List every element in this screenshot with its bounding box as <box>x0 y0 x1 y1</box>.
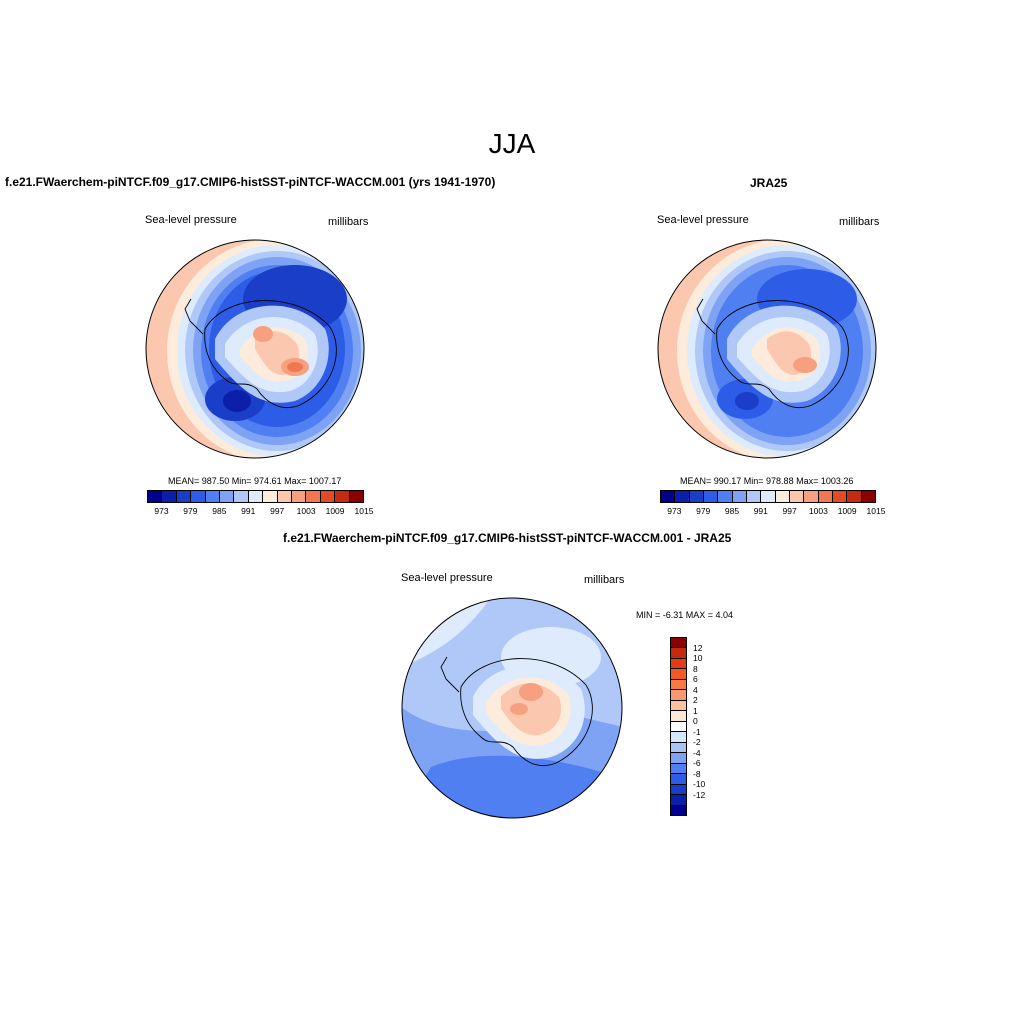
diff-colorbar-swatch <box>671 648 686 659</box>
model-colorbar-tick-label: 1015 <box>354 506 374 516</box>
diff-colorbar-tick-label: 6 <box>693 674 698 685</box>
diff-colorbar-tick-label: 0 <box>693 716 698 727</box>
obs-colorbar-tick-label: 985 <box>724 506 740 516</box>
obs-colorbar-swatch <box>661 491 676 502</box>
diff-colorbar-swatch <box>671 732 686 743</box>
obs-colorbar-tick-label: 1009 <box>837 506 857 516</box>
model-colorbar-tick-label: 1003 <box>296 506 316 516</box>
diff-colorbar-tick-label: -4 <box>693 747 701 758</box>
diff-colorbar-swatch <box>671 742 686 754</box>
diff-colorbar-tick-label: 2 <box>693 695 698 706</box>
diff-colorbar-tick-label: -2 <box>693 737 701 748</box>
obs-colorbar-swatch <box>703 491 719 502</box>
diff-colorbar-swatch <box>671 753 686 764</box>
obs-colorbar-swatch <box>689 491 704 502</box>
model-colorbar-swatch <box>292 491 307 502</box>
model-panel-title: f.e21.FWaerchem-piNTCF.f09_g17.CMIP6-his… <box>5 175 496 189</box>
diff-colorbar <box>670 637 687 816</box>
obs-colorbar-swatch <box>775 491 790 502</box>
diff-colorbar-tick-label: -8 <box>693 768 701 779</box>
diff-colorbar-tick-label: 10 <box>693 653 703 664</box>
model-colorbar-tick-label: 973 <box>154 506 169 516</box>
model-colorbar-tick-label: 1009 <box>325 506 345 516</box>
diff-panel-title: f.e21.FWaerchem-piNTCF.f09_g17.CMIP6-his… <box>283 531 732 545</box>
diff-colorbar-swatch <box>671 784 686 796</box>
diff-colorbar-swatch <box>671 638 686 649</box>
model-colorbar-swatch <box>205 491 221 502</box>
diff-variable-label: Sea-level pressure <box>401 572 493 584</box>
obs-colorbar-swatch <box>732 491 747 502</box>
model-colorbar <box>147 490 364 503</box>
obs-colorbar-swatch <box>761 491 776 502</box>
diff-colorbar-tick-label: -10 <box>693 779 706 790</box>
obs-polar-map <box>657 239 877 459</box>
model-colorbar-swatch <box>191 491 206 502</box>
diff-colorbar-swatch <box>671 658 686 670</box>
model-colorbar-swatch <box>320 491 336 502</box>
obs-colorbar-swatch <box>804 491 819 502</box>
obs-colorbar-swatch <box>718 491 733 502</box>
model-colorbar-tick-label: 985 <box>212 506 227 516</box>
obs-colorbar <box>660 490 876 503</box>
diff-minmax-label: MIN = -6.31 MAX = 4.04 <box>636 610 734 620</box>
obs-colorbar-swatch <box>675 491 690 502</box>
model-colorbar-swatch <box>306 491 321 502</box>
model-colorbar-swatch <box>176 491 192 502</box>
diff-colorbar-swatch <box>671 805 686 815</box>
diff-colorbar-swatch <box>671 774 686 785</box>
diff-colorbar-swatch <box>671 795 686 806</box>
diff-colorbar-swatch <box>671 721 686 733</box>
obs-colorbar-tick-label: 973 <box>667 506 682 516</box>
main-title: JJA <box>488 128 536 159</box>
model-colorbar-tick-label: 991 <box>241 506 256 516</box>
obs-stats-label: MEAN= 990.17 Min= 978.88 Max= 1003.26 <box>680 476 854 486</box>
diff-colorbar-swatch <box>671 700 686 712</box>
diff-colorbar-tick-label: 8 <box>693 663 698 674</box>
obs-colorbar-swatch <box>789 491 805 502</box>
obs-colorbar-tick-label: 979 <box>696 506 711 516</box>
model-colorbar-swatch <box>263 491 278 502</box>
obs-panel-title: JRA25 <box>750 176 788 190</box>
diff-colorbar-tick-label: 4 <box>693 684 698 695</box>
model-polar-map <box>145 239 365 459</box>
obs-units-label: millibars <box>839 216 880 228</box>
obs-colorbar-tick-label: 997 <box>782 506 797 516</box>
model-colorbar-swatch <box>335 491 350 502</box>
diff-colorbar-tick-label: -1 <box>693 726 701 737</box>
diff-units-label: millibars <box>584 574 625 586</box>
obs-colorbar-swatch <box>818 491 833 502</box>
model-colorbar-swatch <box>162 491 177 502</box>
obs-colorbar-swatch <box>847 491 862 502</box>
model-colorbar-swatch <box>220 491 235 502</box>
diff-polar-map <box>401 597 623 819</box>
diff-colorbar-tick-label: -12 <box>693 789 706 800</box>
diff-colorbar-swatch <box>671 690 686 701</box>
model-colorbar-tick-label: 997 <box>270 506 285 516</box>
obs-colorbar-tick-label: 1003 <box>808 506 828 516</box>
diff-colorbar-swatch <box>671 711 686 722</box>
obs-colorbar-swatch <box>746 491 762 502</box>
diff-colorbar-tick-label: 1 <box>693 705 698 716</box>
model-colorbar-swatch <box>277 491 293 502</box>
model-colorbar-tick-label: 979 <box>183 506 198 516</box>
obs-colorbar-tick-label: 1015 <box>866 506 886 516</box>
obs-colorbar-swatch <box>861 491 875 502</box>
model-units-label: millibars <box>328 216 369 228</box>
diff-colorbar-swatch <box>671 679 686 691</box>
diff-colorbar-swatch <box>671 669 686 680</box>
obs-colorbar-swatch <box>832 491 848 502</box>
model-variable-label: Sea-level pressure <box>145 214 237 226</box>
diff-colorbar-swatch <box>671 763 686 775</box>
diff-colorbar-tick-label: 12 <box>693 642 703 653</box>
model-colorbar-swatch <box>234 491 249 502</box>
diff-colorbar-tick-label: -6 <box>693 758 701 769</box>
obs-colorbar-tick-label: 991 <box>753 506 768 516</box>
model-stats-label: MEAN= 987.50 Min= 974.61 Max= 1007.17 <box>168 476 342 486</box>
model-colorbar-swatch <box>349 491 364 502</box>
model-colorbar-swatch <box>148 491 163 502</box>
obs-variable-label: Sea-level pressure <box>657 214 749 226</box>
model-colorbar-swatch <box>248 491 264 502</box>
